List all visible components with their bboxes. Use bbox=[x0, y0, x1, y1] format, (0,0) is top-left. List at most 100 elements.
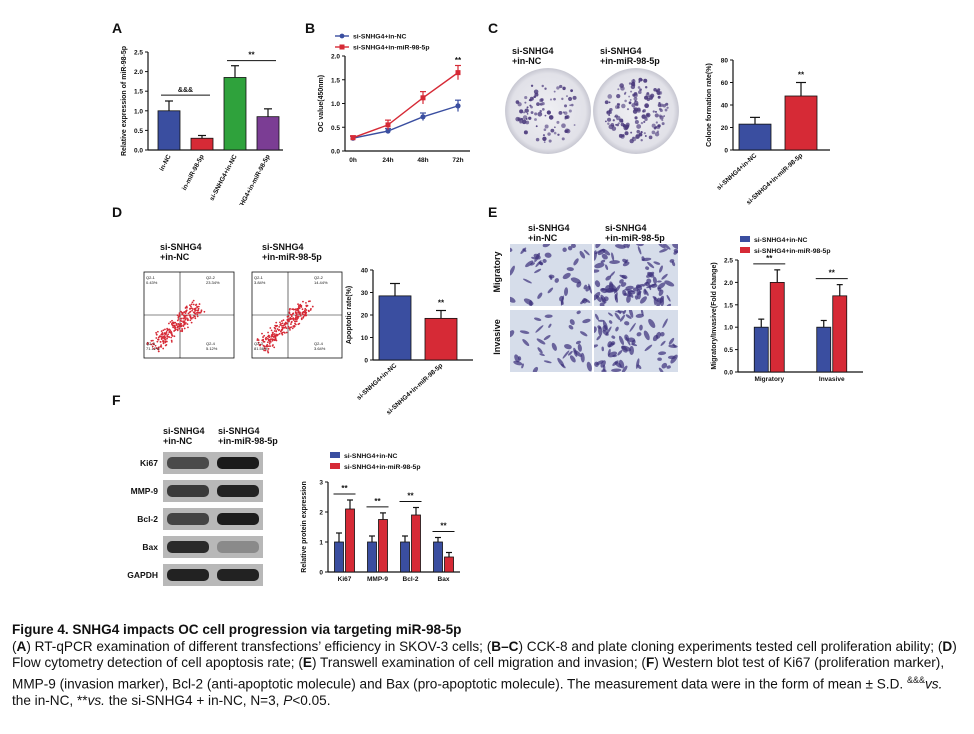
cell bbox=[510, 296, 516, 303]
y-tick-label: 80 bbox=[721, 58, 729, 65]
colony bbox=[644, 134, 647, 137]
colony bbox=[632, 81, 635, 84]
cell bbox=[619, 279, 624, 284]
event-dot bbox=[194, 315, 196, 318]
cell bbox=[641, 257, 652, 262]
colony bbox=[523, 130, 528, 135]
event-dot bbox=[156, 330, 159, 333]
event-dot bbox=[157, 336, 160, 339]
colony bbox=[624, 99, 627, 103]
event-dot bbox=[176, 314, 179, 317]
quadrant-label: Q2-3 bbox=[146, 341, 156, 346]
event-dot bbox=[193, 311, 196, 313]
cell bbox=[635, 313, 645, 318]
colony bbox=[547, 132, 551, 136]
event-dot bbox=[304, 312, 307, 315]
colony bbox=[634, 116, 638, 120]
cell bbox=[662, 244, 671, 250]
bar bbox=[424, 317, 458, 361]
cell bbox=[532, 366, 539, 372]
colony bbox=[535, 137, 540, 142]
colony bbox=[542, 108, 545, 111]
event-dot bbox=[191, 308, 194, 310]
event-dot bbox=[274, 337, 277, 340]
colony bbox=[548, 139, 552, 143]
x-tick-label: 48h bbox=[417, 157, 428, 164]
event-dot bbox=[279, 321, 281, 324]
cell bbox=[653, 296, 657, 306]
event-dot bbox=[300, 318, 303, 321]
cell bbox=[627, 290, 636, 295]
colony bbox=[564, 129, 568, 134]
data-point bbox=[455, 70, 461, 76]
cell bbox=[522, 278, 532, 284]
cell bbox=[660, 332, 665, 337]
event-dot bbox=[186, 306, 188, 309]
caption-title: Figure 4. SNHG4 impacts OC cell progress… bbox=[12, 622, 462, 637]
event-dot bbox=[290, 317, 293, 320]
event-dot bbox=[288, 318, 291, 320]
event-dot bbox=[177, 315, 180, 318]
cell bbox=[614, 312, 621, 321]
cell bbox=[601, 346, 604, 352]
event-dot bbox=[195, 311, 198, 314]
event-dot bbox=[307, 309, 310, 312]
cell bbox=[622, 310, 627, 315]
legend-swatch bbox=[330, 463, 340, 469]
cell bbox=[595, 244, 601, 249]
sig-marker: ** bbox=[440, 522, 447, 531]
event-dot bbox=[181, 329, 184, 332]
event-dot bbox=[291, 313, 293, 316]
event-dot bbox=[282, 324, 285, 327]
colony bbox=[562, 111, 565, 114]
colony bbox=[661, 119, 664, 122]
colony bbox=[620, 122, 625, 127]
blot-row-label: Ki67 bbox=[140, 458, 158, 468]
event-dot bbox=[259, 344, 261, 347]
cell bbox=[608, 320, 613, 324]
event-dot bbox=[262, 344, 265, 347]
colony bbox=[530, 105, 533, 109]
colony bbox=[523, 111, 526, 114]
cell bbox=[513, 360, 523, 366]
event-dot bbox=[197, 305, 200, 308]
event-dot bbox=[290, 326, 293, 328]
blot-strip bbox=[163, 564, 263, 586]
event-dot bbox=[261, 332, 263, 335]
figure-caption: Figure 4. SNHG4 impacts OC cell progress… bbox=[12, 622, 964, 709]
cell bbox=[535, 325, 544, 333]
y-axis-label: OC value(450nm) bbox=[318, 75, 325, 132]
colony bbox=[632, 78, 635, 81]
x-tick-label: MMP-9 bbox=[367, 576, 388, 583]
cell bbox=[645, 266, 650, 270]
colony bbox=[543, 128, 547, 132]
y-tick-label: 0.0 bbox=[724, 370, 733, 377]
legend-marker bbox=[339, 33, 345, 39]
event-dot bbox=[167, 333, 170, 336]
cell bbox=[574, 350, 582, 357]
colony bbox=[661, 122, 665, 126]
event-dot bbox=[294, 323, 297, 326]
event-dot bbox=[182, 314, 185, 317]
cell bbox=[623, 293, 632, 297]
event-dot bbox=[200, 310, 203, 313]
event-dot bbox=[289, 313, 292, 316]
cell bbox=[635, 283, 644, 289]
flow-plot-nc: Q2-10.43% Q2-223.34% Q2-371.12% Q2-45.12% bbox=[143, 271, 235, 359]
colony bbox=[528, 116, 532, 120]
y-tick-label: 1.0 bbox=[134, 108, 143, 115]
colony bbox=[526, 106, 529, 109]
y-tick-label: 40 bbox=[361, 268, 369, 275]
event-dot bbox=[273, 333, 276, 335]
event-dot bbox=[184, 315, 187, 318]
blot-row-label: MMP-9 bbox=[130, 486, 158, 496]
event-dot bbox=[189, 310, 192, 313]
cell bbox=[643, 288, 647, 295]
colony bbox=[561, 123, 566, 129]
colony bbox=[604, 100, 609, 105]
event-dot bbox=[267, 338, 270, 341]
colony bbox=[554, 126, 556, 129]
cell bbox=[594, 262, 605, 269]
event-dot bbox=[203, 310, 206, 313]
cell bbox=[661, 273, 668, 280]
